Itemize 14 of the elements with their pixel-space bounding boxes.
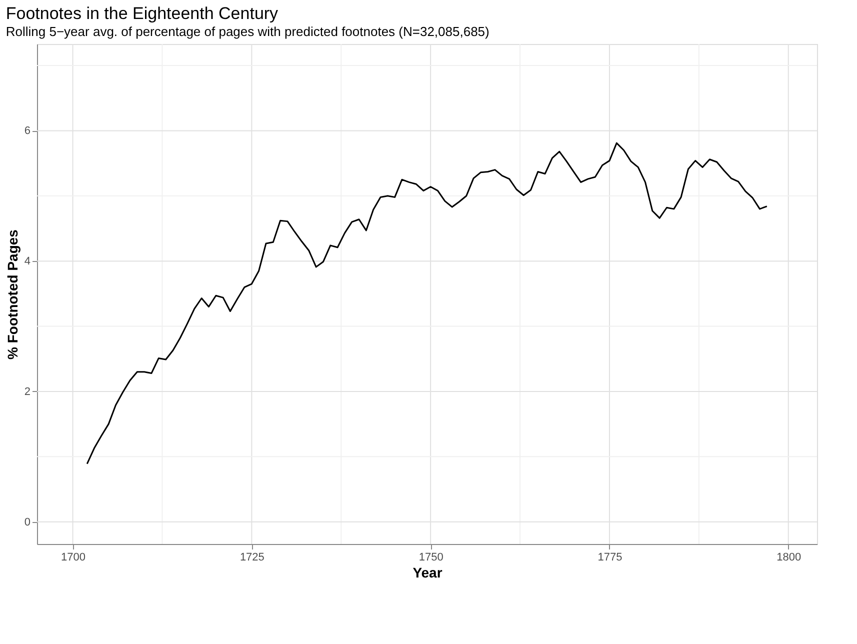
y-axis-title: % Footnoted Pages [4, 229, 20, 360]
x-tick-label: 1800 [776, 552, 802, 564]
y-tick-label: 0 [24, 516, 30, 528]
y-tick-label: 6 [24, 125, 30, 138]
chart-subtitle: Rolling 5−year avg. of percentage of pages with predicted footnotes (N=32,085,685) [6, 24, 490, 39]
x-tick-label: 1750 [418, 552, 444, 564]
x-tick-label: 1700 [61, 552, 86, 564]
line-series [86, 142, 768, 465]
y-tick-label: 2 [24, 386, 30, 398]
x-axis-title: Year [412, 564, 443, 580]
y-tick-label: 4 [24, 256, 30, 268]
x-tick-label: 1775 [598, 552, 622, 564]
x-tick-label: 1725 [240, 552, 264, 564]
chart-title: Footnotes in the Eighteenth Century [6, 4, 279, 23]
